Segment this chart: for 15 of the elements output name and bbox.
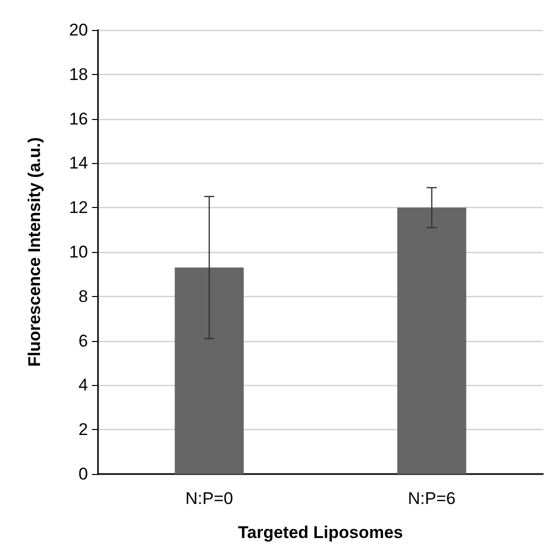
y-tick-label: 20 <box>69 20 88 40</box>
y-tick-label: 14 <box>69 154 88 173</box>
x-axis-title: Targeted Liposomes <box>238 523 403 542</box>
x-tick-label: N:P=6 <box>408 489 456 508</box>
y-tick-label: 10 <box>69 242 88 262</box>
y-tick-label: 4 <box>78 376 88 395</box>
y-tick-label: 18 <box>69 64 88 84</box>
y-tick-label: 0 <box>78 464 88 484</box>
y-tick-label: 8 <box>78 286 88 306</box>
y-axis-title: Fluorescence Intensity (a.u.) <box>25 137 44 367</box>
y-tick-label: 6 <box>78 331 88 350</box>
y-tick-label: 2 <box>78 420 88 440</box>
y-tick-label: 12 <box>69 198 88 218</box>
y-tick-label: 16 <box>69 109 88 128</box>
x-tick-label: N:P=0 <box>185 489 234 508</box>
